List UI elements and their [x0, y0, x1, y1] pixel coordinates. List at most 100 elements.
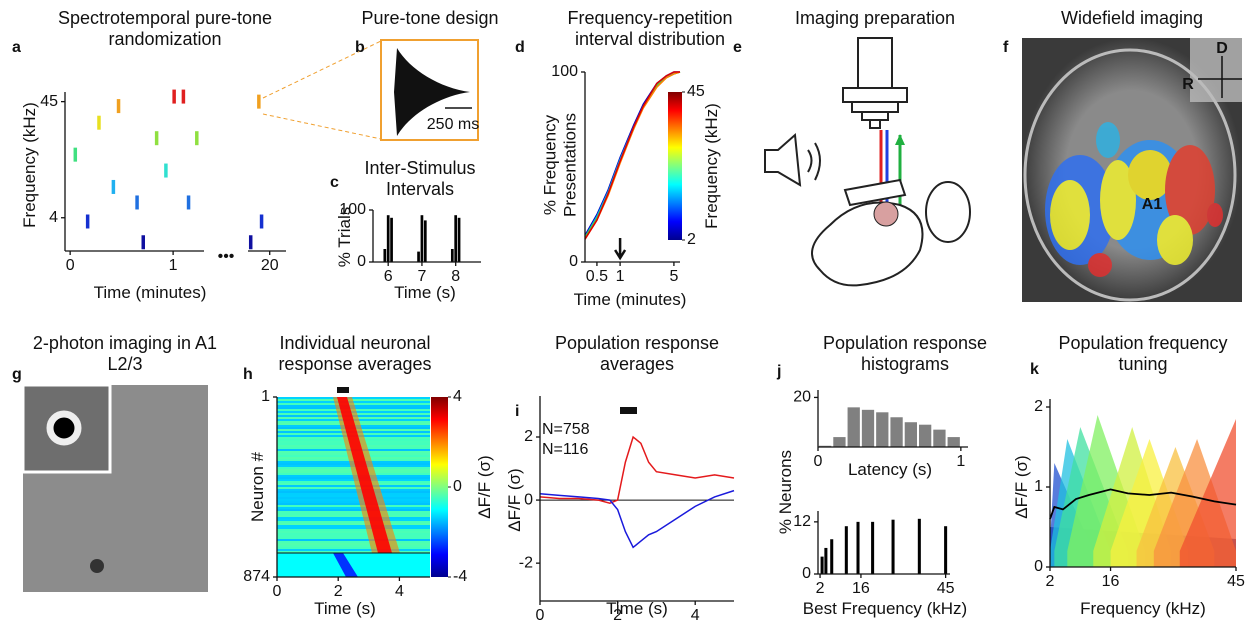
stimulus-bar [620, 407, 637, 414]
heatmap-row [277, 507, 430, 509]
x-tick-label: 16 [1102, 573, 1120, 590]
panel-title: Spectrotemporal pure-tone randomization [57, 8, 273, 49]
x-axis-label: Frequency (kHz) [1080, 599, 1206, 619]
y-axis-label: ΔF/F (σ) [505, 468, 525, 532]
panel-letter: h [243, 366, 253, 383]
x-tick-label: 2 [334, 583, 343, 600]
histogram-bar [933, 429, 946, 447]
heatmap-row [277, 529, 430, 531]
panel-letter: g [12, 366, 22, 383]
y-tick-label: 0 [569, 253, 578, 270]
heatmap-row [277, 531, 430, 533]
y-tick-label: 20 [793, 389, 811, 406]
panel-title: Population response averages [554, 333, 720, 374]
y-axis-label: % Neurons [776, 449, 796, 535]
heatmap-row [277, 539, 430, 541]
colorbar-tick-label: 45 [687, 83, 705, 100]
panel-title: Frequency-repetition interval distributi… [567, 8, 733, 49]
heatmap-row [277, 505, 430, 507]
activation-map [1045, 122, 1223, 277]
axis-break: ••• [218, 248, 235, 265]
x-axis-label: Best Frequency (kHz) [802, 599, 968, 619]
panel-title: Widefield imaging [1060, 8, 1204, 28]
histogram-bar [947, 437, 960, 447]
scale-label: 250 ms [427, 116, 479, 133]
heatmap-row [277, 483, 430, 485]
mouse-ear [925, 181, 971, 243]
data-line [539, 435, 735, 505]
heatmap-row [277, 535, 430, 537]
x-tick-label: 4 [395, 583, 404, 600]
bar [917, 518, 921, 574]
x-axis-label: Time (minutes) [93, 283, 207, 303]
neuron-ring [46, 410, 82, 446]
y-axis-label: % Trials [335, 206, 355, 268]
x-tick-label: 8 [451, 268, 460, 285]
bar [944, 526, 948, 574]
x-tick-label: 0 [273, 583, 282, 600]
heatmap-row [277, 547, 430, 549]
heatmap-row [277, 485, 430, 487]
panel-letter: e [733, 39, 742, 56]
heatmap-row [277, 519, 430, 521]
y-tick-label: 100 [339, 201, 366, 218]
heatmap-row [277, 513, 430, 515]
microscope [842, 37, 908, 129]
heatmap [277, 397, 430, 577]
craniotomy [1023, 48, 1237, 302]
heatmap-row [277, 525, 430, 527]
cranial-window [873, 201, 899, 227]
compass-label: R [1182, 76, 1194, 93]
colorbar-tick-label: 0 [453, 478, 462, 495]
x-tick-label: 1 [616, 268, 625, 285]
zoom-line [262, 113, 382, 140]
y-tick-label: 100 [551, 63, 578, 80]
bar [390, 217, 393, 262]
bar [844, 526, 848, 574]
tone-box [380, 39, 479, 141]
heatmap-row [277, 509, 430, 511]
bar [824, 547, 828, 574]
bar [856, 521, 860, 574]
x-tick-label: 1 [956, 453, 965, 470]
x-axis-label: Latency (s) [847, 460, 933, 480]
heatmap-row [277, 549, 430, 551]
x-axis-label: Time (s) [606, 599, 668, 619]
tone-envelope [394, 48, 470, 136]
histogram-bar [876, 412, 889, 447]
heatmap-row [277, 521, 430, 523]
y-axis-label: Frequency (kHz) [20, 102, 40, 228]
heatmap-row [277, 481, 430, 483]
colorbar-label: Frequency (kHz) [702, 103, 722, 229]
histogram-bar [904, 422, 917, 447]
heatmap-row [277, 543, 430, 545]
heatmap-row [277, 503, 430, 505]
bar [417, 251, 420, 262]
speaker [764, 132, 802, 187]
panel-title: 2-photon imaging in A1 L2/3 [32, 333, 218, 374]
y-tick-label: 0 [1034, 558, 1043, 575]
compass-label: D [1216, 40, 1228, 57]
heatmap-row [277, 479, 430, 481]
heatmap-row [277, 545, 430, 547]
y-tick-label: 0 [357, 253, 366, 270]
heatmap-row [277, 491, 430, 493]
panel-title: Individual neuronal response averages [278, 333, 432, 374]
colorbar-tick-label: 4 [453, 388, 462, 405]
heatmap-row [277, 499, 430, 501]
tuning-area [1179, 419, 1236, 567]
bar [450, 249, 454, 262]
histogram-bar [847, 407, 860, 447]
heatmap-row [277, 527, 430, 529]
heatmap-row [277, 495, 430, 497]
panel-letter: a [12, 39, 21, 56]
x-tick-label: 45 [1227, 573, 1245, 590]
y-tick-label: -2 [519, 554, 533, 571]
heatmap-row [277, 517, 430, 519]
area-label: A1 [1142, 196, 1163, 213]
bar [383, 249, 387, 262]
panel-letter: c [330, 174, 339, 191]
y-tick-label: 2 [524, 428, 533, 445]
bar [871, 521, 875, 574]
